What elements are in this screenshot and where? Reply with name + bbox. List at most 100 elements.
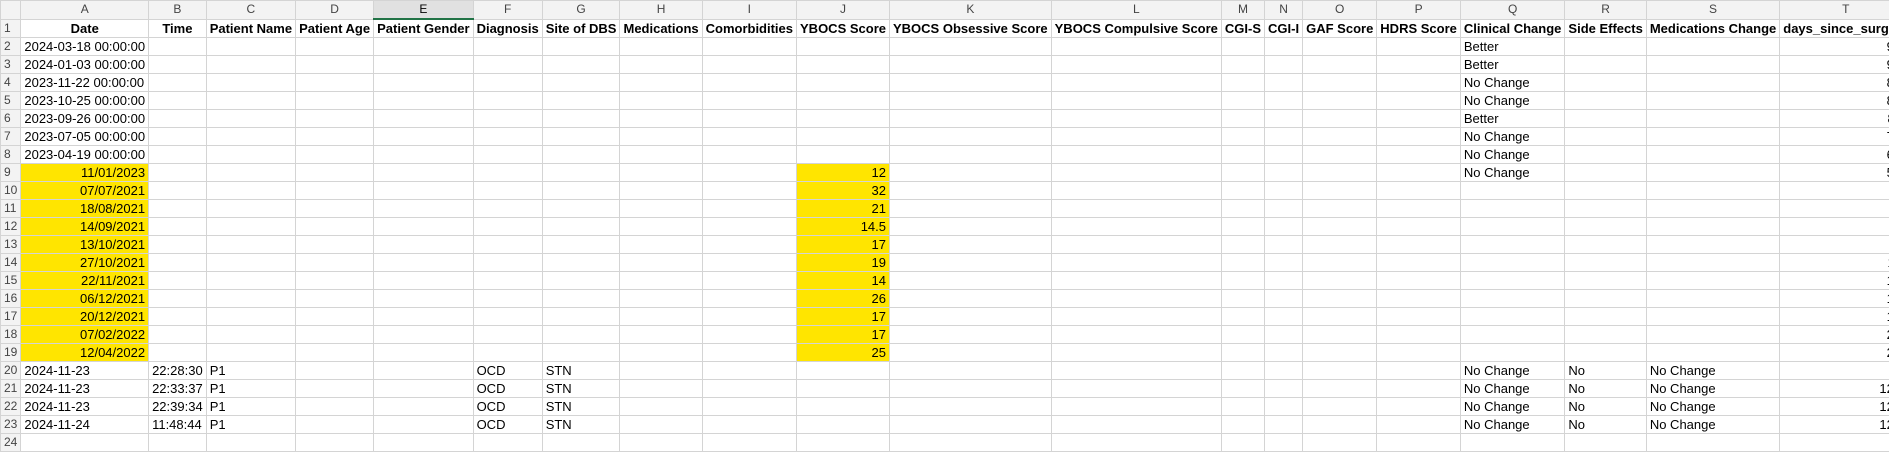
cell[interactable]: No Change [1459, 145, 1566, 164]
cell[interactable] [472, 325, 543, 344]
cell[interactable] [619, 181, 703, 200]
cell[interactable]: 69 [1779, 217, 1889, 236]
cell[interactable] [1220, 163, 1266, 182]
column-header-p[interactable]: P [1376, 0, 1461, 20]
cell[interactable] [1645, 307, 1781, 326]
cell[interactable] [1050, 253, 1222, 272]
cell[interactable] [1050, 181, 1222, 200]
cell[interactable] [472, 91, 543, 110]
cell[interactable]: 2024-11-23 [20, 361, 150, 380]
cell[interactable] [295, 163, 375, 182]
row-header[interactable]: 20 [0, 361, 22, 380]
cell[interactable] [796, 415, 890, 434]
cell[interactable] [1264, 415, 1304, 434]
cell[interactable] [701, 433, 798, 452]
column-header-i[interactable]: I [701, 0, 798, 20]
cell[interactable] [701, 235, 798, 254]
cell[interactable] [889, 55, 1052, 74]
cell[interactable] [1302, 91, 1378, 110]
cell[interactable] [295, 235, 375, 254]
cell[interactable] [889, 361, 1052, 380]
cell[interactable] [701, 415, 798, 434]
cell[interactable]: No Change [1459, 91, 1566, 110]
cell[interactable] [1264, 37, 1304, 56]
cell[interactable] [701, 217, 798, 236]
cell[interactable] [373, 343, 474, 362]
header-cell[interactable]: HDRS Score [1376, 18, 1461, 38]
cell[interactable] [1645, 325, 1781, 344]
cell[interactable] [1220, 145, 1266, 164]
cell[interactable]: No Change [1645, 397, 1781, 416]
cell[interactable] [1264, 379, 1304, 398]
column-header-g[interactable]: G [541, 0, 621, 20]
cell[interactable] [701, 361, 798, 380]
cell[interactable] [619, 289, 703, 308]
header-cell[interactable]: Comorbidities [701, 18, 798, 38]
cell[interactable] [1302, 271, 1378, 290]
cell[interactable]: 279 [1779, 343, 1889, 362]
cell[interactable]: 2023-10-25 00:00:00 [20, 91, 150, 110]
cell[interactable] [796, 379, 890, 398]
cell[interactable] [1050, 379, 1222, 398]
cell[interactable] [619, 433, 703, 452]
cell[interactable] [1220, 361, 1266, 380]
cell[interactable] [889, 145, 1052, 164]
cell[interactable] [1264, 325, 1304, 344]
cell[interactable] [1376, 289, 1461, 308]
cell[interactable]: 811 [1779, 109, 1889, 128]
cell[interactable] [1376, 91, 1461, 110]
cell[interactable] [1264, 397, 1304, 416]
cell[interactable] [1050, 415, 1222, 434]
cell[interactable] [541, 217, 621, 236]
cell[interactable] [1645, 91, 1781, 110]
cell[interactable] [701, 199, 798, 218]
cell[interactable]: STN [541, 397, 621, 416]
cell[interactable] [1302, 325, 1378, 344]
cell[interactable]: P1 [205, 415, 297, 434]
cell[interactable] [472, 289, 543, 308]
cell[interactable] [373, 199, 474, 218]
cell[interactable] [1302, 343, 1378, 362]
cell[interactable] [1220, 289, 1266, 308]
cell[interactable] [701, 253, 798, 272]
cell[interactable]: OCD [472, 361, 543, 380]
cell[interactable] [889, 217, 1052, 236]
cell[interactable] [1645, 109, 1781, 128]
header-cell[interactable]: days_since_surgery [1779, 18, 1889, 38]
cell[interactable]: No Change [1459, 163, 1566, 182]
cell[interactable]: 11/01/2023 [20, 163, 150, 182]
cell[interactable] [148, 109, 207, 128]
header-cell[interactable]: CGI-I [1264, 18, 1304, 38]
cell[interactable]: 21 [796, 199, 890, 218]
cell[interactable] [205, 91, 297, 110]
cell[interactable] [1564, 343, 1647, 362]
cell[interactable] [1645, 181, 1781, 200]
cell[interactable]: 1236 [1779, 415, 1889, 434]
cell[interactable] [1459, 433, 1566, 452]
cell[interactable] [1050, 361, 1222, 380]
cell[interactable] [1264, 145, 1304, 164]
cell[interactable] [20, 433, 150, 452]
cell[interactable] [1264, 307, 1304, 326]
cell[interactable] [796, 73, 890, 92]
cell[interactable] [1220, 91, 1266, 110]
cell[interactable] [701, 37, 798, 56]
cell[interactable] [1564, 181, 1647, 200]
cell[interactable]: 651 [1779, 145, 1889, 164]
cell[interactable] [1376, 145, 1461, 164]
cell[interactable] [1645, 217, 1781, 236]
cell[interactable] [619, 73, 703, 92]
cell[interactable] [889, 37, 1052, 56]
cell[interactable]: 166 [1779, 307, 1889, 326]
cell[interactable] [701, 343, 798, 362]
cell[interactable] [1264, 91, 1304, 110]
cell[interactable] [1376, 199, 1461, 218]
cell[interactable] [1302, 217, 1378, 236]
cell[interactable] [373, 271, 474, 290]
cell[interactable] [295, 55, 375, 74]
cell[interactable] [1302, 361, 1378, 380]
cell[interactable] [541, 91, 621, 110]
cell[interactable] [1564, 127, 1647, 146]
header-cell[interactable]: GAF Score [1302, 18, 1378, 38]
cell[interactable] [701, 325, 798, 344]
